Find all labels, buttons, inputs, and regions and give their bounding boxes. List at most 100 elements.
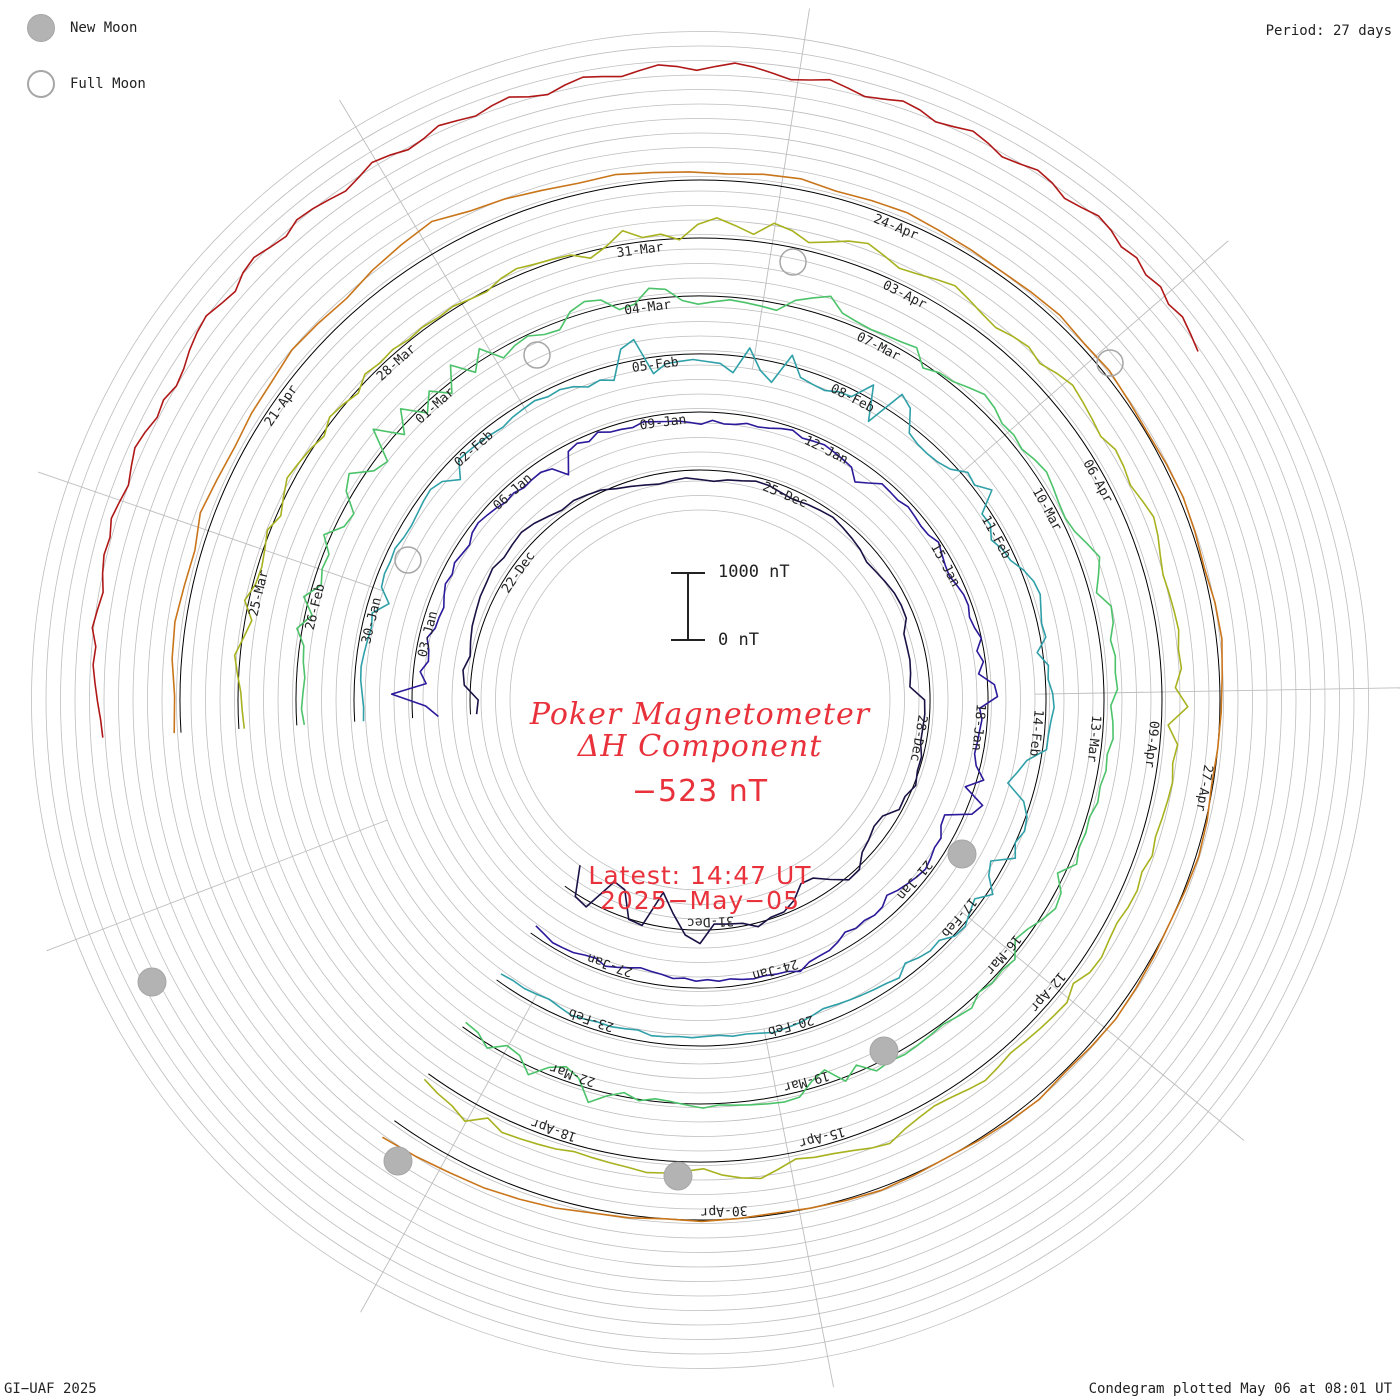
date-label: 13-Mar [1084,715,1104,763]
baseline-arc [237,237,1163,1163]
date-label: 27-Apr [1192,763,1215,812]
date-label: 22-Mar [548,1060,597,1089]
legend-new-moon-label: New Moon [70,20,138,36]
date-label: 15-Apr [797,1123,846,1150]
grid-ring [31,31,1369,1369]
baseline-arc [411,411,989,989]
new-moon-marker [663,1161,693,1191]
date-label: 10-Mar [1029,485,1065,534]
grid-radial [339,99,528,414]
period-label: Period: 27 days [1265,23,1392,39]
grid-ring [205,205,1195,1195]
grid-ring [234,234,1166,1166]
series-line [296,287,1119,1109]
grid-ring [466,466,934,934]
grid-ring [509,509,891,891]
series-line [359,338,1055,1039]
date-label: 18-Jan [968,703,988,751]
grid-ring [422,422,978,978]
grid-ring [350,350,1050,1050]
grid-ring [45,45,1355,1355]
date-label: 19-Mar [782,1067,831,1094]
grid-ring [161,161,1239,1239]
date-label: 09-Apr [1142,720,1162,768]
full-moon-marker [394,546,422,574]
series-line [390,419,999,982]
grid-ring [103,103,1297,1297]
series-line [91,62,1199,738]
grid-ring [60,60,1340,1340]
grid-ring [190,190,1210,1210]
plotted-timestamp: Condegram plotted May 06 at 08:01 UT [1088,1381,1392,1397]
full-moon-marker [1096,349,1124,377]
credit-label: GI−UAF 2025 [4,1381,97,1397]
scale-bar-bottom-label: 0 nT [718,630,759,650]
latest-time: Latest: 14:47 UT [588,861,812,890]
date-label: 23-Feb [566,1005,615,1034]
series-line [462,477,926,945]
grid-ring [89,89,1311,1311]
date-label: 27-Jan [585,950,634,979]
grid-ring [393,393,1007,1007]
grid-ring [277,277,1123,1123]
grid-ring [306,306,1094,1094]
grid-ring [335,335,1065,1065]
baseline-arc [469,469,931,931]
date-label: 11-Feb [978,513,1014,562]
date-label: 30-Apr [700,1202,748,1219]
grid-ring [147,147,1253,1253]
grid-radial [1034,687,1400,695]
series-line [171,171,1223,1223]
new-moon-icon [27,14,55,42]
grid-radial [37,471,384,592]
grid-radial [763,1028,835,1388]
scale-bar [671,572,705,641]
grid [31,8,1400,1388]
legend-new-moon: New Moon [27,14,137,42]
grid-ring [451,451,949,949]
date-label: 07-Mar [854,330,903,365]
new-moon-marker [137,967,167,997]
series-line [233,217,1189,1180]
chart-title-line2: ΔH Component [577,729,823,764]
date-label: 14-Feb [1026,709,1046,757]
grid-ring [437,437,963,963]
grid-ring [118,118,1282,1282]
date-label: 31-Dec [687,913,735,930]
full-moon-marker [779,248,807,276]
full-moon-icon [27,70,55,98]
moon-markers [137,248,1124,1191]
grid-ring [132,132,1268,1268]
legend-full-moon-label: Full Moon [70,76,146,92]
chart-title-line1: Poker Magnetometer [529,697,871,732]
date-label: 03-Apr [880,278,929,313]
grid-ring [480,480,920,920]
date-label: 06-Apr [1079,457,1115,506]
grid-ring [219,219,1181,1181]
new-moon-marker [947,839,977,869]
date-label: 15-Jan [927,541,963,589]
baseline-arc [295,295,1105,1105]
legend-full-moon: Full Moon [27,70,146,98]
date-label: 31-Mar [616,240,665,261]
date-label: 02-Feb [452,428,497,471]
grid-ring [74,74,1326,1326]
grid-ring [495,495,905,905]
current-value: −523 nT [631,774,769,809]
scale-bar-top-label: 1000 nT [718,562,790,582]
grid-ring [321,321,1079,1079]
date-label: 04-Mar [623,297,672,318]
date-label: 09-Jan [639,412,688,433]
date-label: 12-Jan [802,433,851,468]
baseline-arc [353,353,1047,1047]
new-moon-marker [383,1146,413,1176]
grid-ring [176,176,1224,1224]
grid-ring [248,248,1152,1152]
date-label: 24-Jan [751,956,800,983]
full-moon-marker [523,341,551,369]
date-label: 20-Feb [766,1012,815,1039]
grid-ring [263,263,1137,1137]
grid-radial [46,819,388,952]
